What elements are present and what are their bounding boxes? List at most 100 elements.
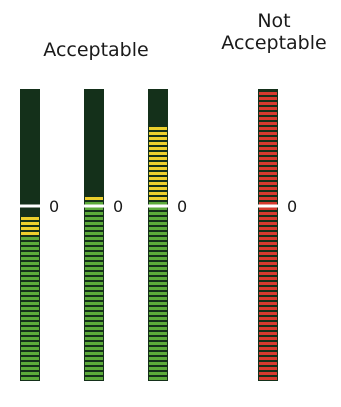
meter-4-segment: [259, 172, 277, 175]
meter-3-segment: [149, 362, 167, 365]
meter-3-segment: [149, 227, 167, 230]
meter-1-segment: [21, 252, 39, 255]
meter-3-segment: [149, 247, 167, 250]
meter-2-segment: [85, 282, 103, 285]
meter-1-segment: [21, 217, 39, 220]
meter-4-segment: [259, 282, 277, 285]
meter-2-segment: [85, 317, 103, 320]
meter-4-segment: [259, 272, 277, 275]
meter-1-segment: [21, 342, 39, 345]
meter-1-segment: [21, 242, 39, 245]
meter-1-segment: [21, 262, 39, 265]
meter-4-segment: [259, 312, 277, 315]
meter-3-segment: [149, 292, 167, 295]
meter-2-segment: [85, 197, 103, 200]
meter-3-segment: [149, 342, 167, 345]
meter-3-segment: [149, 257, 167, 260]
meter-2-segment: [85, 332, 103, 335]
meter-1-segment: [21, 267, 39, 270]
meter-1-segment: [21, 337, 39, 340]
meter-2-segment: [85, 297, 103, 300]
meter-2-segment: [85, 377, 103, 380]
meter-4-segment: [259, 142, 277, 145]
meter-3-segment: [149, 272, 167, 275]
meter-4-segment: [259, 97, 277, 100]
meter-1-segment: [21, 287, 39, 290]
meter-3-segment: [149, 232, 167, 235]
meter-4-segment: [259, 367, 277, 370]
meter-4-segment: [259, 257, 277, 260]
acceptable-label: Acceptable: [43, 39, 149, 61]
meter-2-segment: [85, 277, 103, 280]
meter-4-segment: [259, 227, 277, 230]
meter-2-segment: [85, 287, 103, 290]
meter-4-segment: [259, 157, 277, 160]
meter-3-segment: [149, 337, 167, 340]
meter-1-segment: [21, 282, 39, 285]
meter-4-segment: [259, 102, 277, 105]
meter-3-segment: [149, 192, 167, 195]
meter-4-segment: [259, 277, 277, 280]
meter-2-segment: [85, 217, 103, 220]
meter-4-segment: [259, 222, 277, 225]
meter-3-segment: [149, 282, 167, 285]
meter-1-segment: [21, 272, 39, 275]
meter-1-segment: [21, 347, 39, 350]
meter-2-segment: [85, 312, 103, 315]
meter-3-segment: [149, 142, 167, 145]
meter-1-segment: [21, 317, 39, 320]
meter-3-segment: [149, 127, 167, 130]
meter-4-segment: [259, 237, 277, 240]
meter-3-segment: [149, 237, 167, 240]
not-acceptable-label: Not Acceptable: [207, 10, 341, 54]
meter-1-segment: [21, 232, 39, 235]
meter-4-segment: [259, 302, 277, 305]
meter-1-segment: [21, 227, 39, 230]
meter-3-segment: [149, 222, 167, 225]
meter-3-segment: [149, 132, 167, 135]
meter-3-segment: [149, 157, 167, 160]
meter-3-segment: [149, 202, 167, 205]
meter-3-segment: [149, 377, 167, 380]
meter-2-segment: [85, 212, 103, 215]
meter-1-segment: [21, 367, 39, 370]
meter-1-segment: [21, 357, 39, 360]
meter-3-segment: [149, 312, 167, 315]
meter-2-segment: [85, 342, 103, 345]
meter-1-segment: [21, 372, 39, 375]
meter-2-segment: [85, 347, 103, 350]
meter-4-segment: [259, 182, 277, 185]
meter-4-segment: [259, 372, 277, 375]
meter-1-segment: [21, 322, 39, 325]
meter-3-segment: [149, 242, 167, 245]
meter-3-segment: [149, 182, 167, 185]
meter-4-segment: [259, 152, 277, 155]
meter-1-zero-label: 0: [49, 197, 59, 216]
meter-4-segment: [259, 342, 277, 345]
meter-3-segment: [149, 302, 167, 305]
not-acceptable-label-line2: Acceptable: [221, 32, 327, 54]
meter-3-segment: [149, 287, 167, 290]
meter-1-segment: [21, 377, 39, 380]
meter-1-segment: [21, 257, 39, 260]
meter-3-segment: [149, 352, 167, 355]
meter-2-segment: [85, 367, 103, 370]
meter-4-segment: [259, 162, 277, 165]
meter-3-segment: [149, 372, 167, 375]
meter-3-segment: [149, 207, 167, 210]
meter-3-segment: [149, 137, 167, 140]
meter-3-segment: [149, 177, 167, 180]
meter-4-segment: [259, 362, 277, 365]
meter-1-segment: [21, 222, 39, 225]
meter-1-segment: [21, 302, 39, 305]
meter-1-segment: [21, 307, 39, 310]
meter-4-segment: [259, 137, 277, 140]
meter-4-segment: [259, 322, 277, 325]
meter-3-segment: [149, 162, 167, 165]
meter-2-segment: [85, 227, 103, 230]
meter-1-segment: [21, 352, 39, 355]
meter-3-segment: [149, 317, 167, 320]
meter-4-segment: [259, 377, 277, 380]
meter-4-segment: [259, 337, 277, 340]
